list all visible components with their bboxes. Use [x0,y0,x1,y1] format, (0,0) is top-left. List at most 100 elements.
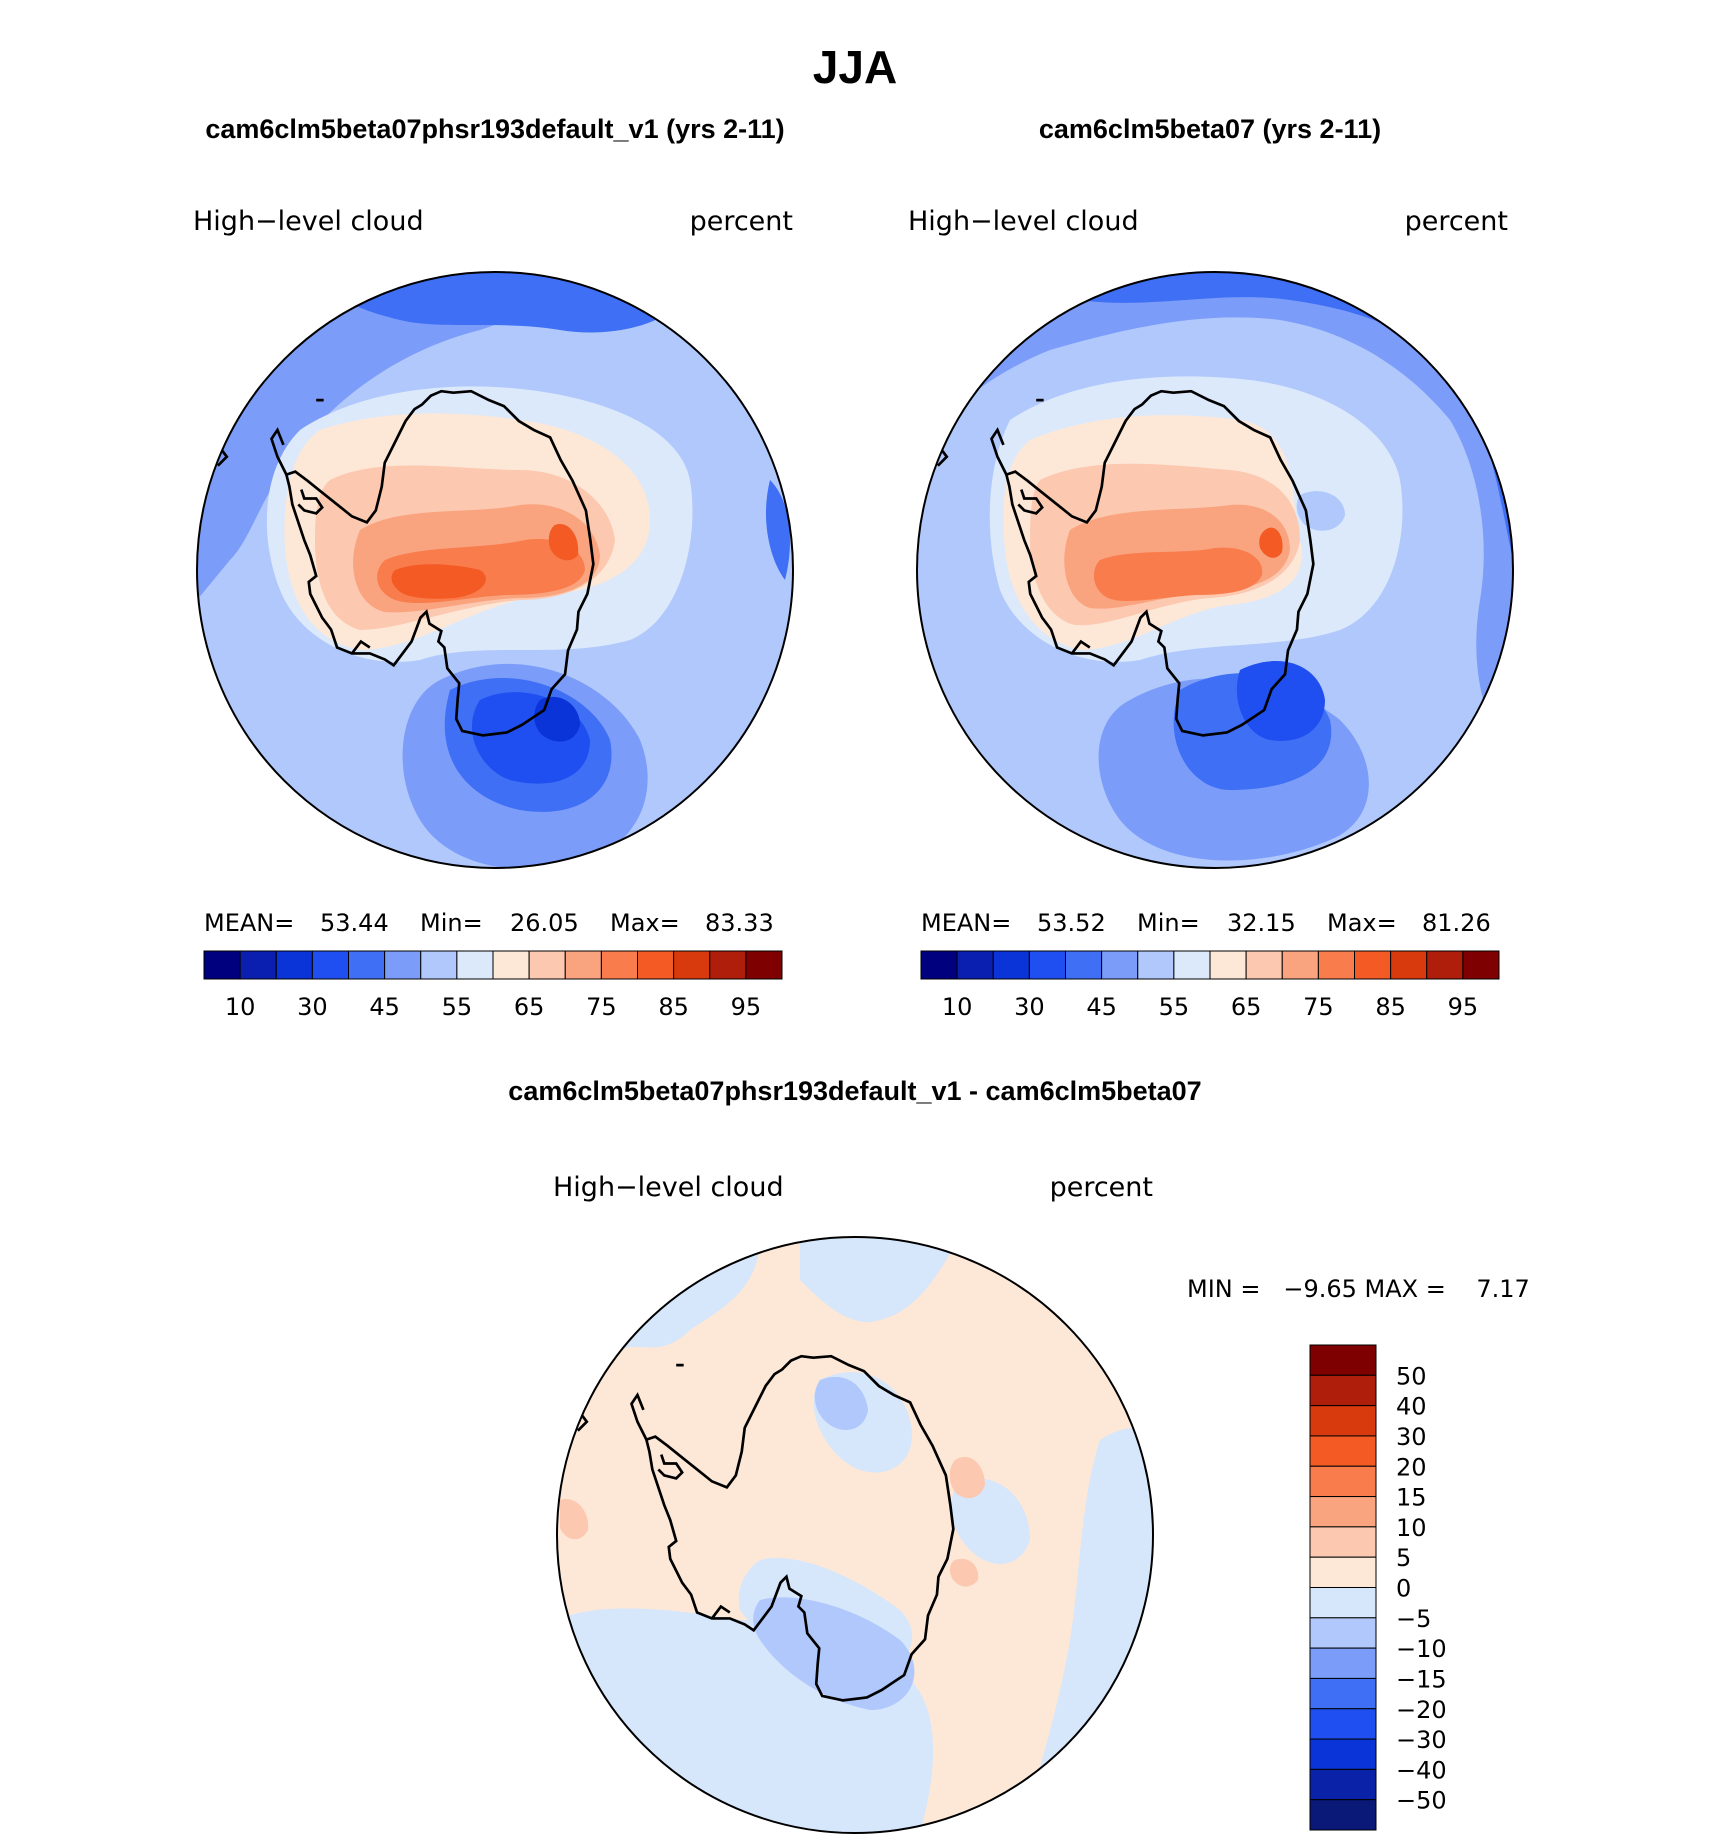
panel-difference-map [556,1236,1154,1834]
colorbar-level-label: 15 [1396,1484,1427,1512]
colorbar-tick-label: 85 [1375,993,1406,1021]
colorbar-swatch [1309,1526,1377,1558]
colorbar-swatch [1281,950,1319,980]
colorbar-swatch [1065,950,1103,980]
colorbar-level-label: −40 [1396,1756,1447,1784]
colorbar-swatch [1309,1435,1377,1467]
colorbar-swatch [673,950,711,980]
colorbar-swatch [1309,1587,1377,1619]
panel-model-min-value: 26.05 [510,909,579,937]
map-boundary [196,271,794,869]
colorbar-swatch [1309,1344,1377,1376]
panel-model-variable: High−level cloud [193,206,424,237]
colorbar-swatch [956,950,994,980]
panel-control-min-value: 32.15 [1227,909,1296,937]
colorbar-swatch [275,950,313,980]
colorbar-level-label: −30 [1396,1726,1447,1754]
colorbar-tick-label: 95 [731,993,762,1021]
colorbar-swatch [1245,950,1283,980]
panel-control-mean-label: MEAN= [921,909,1011,937]
colorbar-swatch [1309,1556,1377,1588]
colorbar-swatch [1309,1677,1377,1710]
colorbar-level-label: 40 [1396,1393,1427,1421]
colorbar-level-label: 0 [1396,1575,1411,1603]
colorbar-swatch [239,950,277,980]
panel-model-map [196,271,794,869]
colorbar-level-label: −10 [1396,1635,1447,1663]
colorbar-level-label: 20 [1396,1453,1427,1481]
panel-control-variable: High−level cloud [908,206,1139,237]
map-region-diff-neg-small [951,1478,1030,1564]
panel-difference-variable: High−level cloud [553,1172,784,1203]
colorbar-tick-label: 95 [1448,993,1479,1021]
map-region-cloud-lowest [1236,661,1325,741]
colorbar-tick-label: 30 [1014,993,1045,1021]
colorbar-swatch [1309,1465,1377,1498]
map-region-cloud-low [197,272,793,600]
panel-model-title: cam6clm5beta07phsr193default_v1 (yrs 2-1… [205,114,784,144]
map-region-cloud-lower [765,480,790,580]
colorbar-swatch [203,950,241,980]
colorbar-tick-label: 85 [658,993,689,1021]
colorbar-swatch [1309,1496,1377,1528]
colorbar-tick-label: 45 [1086,993,1117,1021]
colorbar-tick-label: 75 [586,993,617,1021]
map-region-diff-neg-medium [814,1376,868,1430]
map-boundary [556,1236,1154,1834]
colorbar-swatch [1309,1647,1377,1679]
panel-control-units: percent [1405,206,1508,237]
colorbar-swatch [420,950,458,980]
panel-control-title: cam6clm5beta07 (yrs 2-11) [1039,114,1381,144]
map-region-cloud-max [1259,527,1283,558]
colorbar-level-label: 10 [1396,1514,1427,1542]
colorbar-swatch [1028,950,1066,980]
map-region-cloud-max [548,524,579,561]
colorbar-swatch [492,950,530,980]
panel-model-mean-label: MEAN= [204,909,294,937]
colorbar-swatch [1209,950,1247,980]
colorbar-swatch [1309,1799,1377,1831]
colorbar-swatch [1101,950,1139,980]
colorbar-swatch [348,950,386,980]
colorbar-swatch [1309,1708,1377,1740]
colorbar-tick-label: 65 [1231,993,1262,1021]
panel-model-max-label: Max= [610,909,680,937]
panel-model-colorbar: 10 30 45 55 65 75 85 95 [203,950,783,1021]
colorbar-swatch [1309,1374,1377,1407]
map-region-diff-pos-medium [560,1499,589,1540]
colorbar-level-label: −50 [1396,1787,1447,1815]
map-region-cloud-higher3 [1093,547,1263,602]
colorbar-swatch [1309,1768,1377,1801]
colorbar-swatch [709,950,747,980]
panel-control-max-value: 81.26 [1422,909,1491,937]
colorbar-swatch [637,950,675,980]
panel-control-max-label: Max= [1327,909,1397,937]
colorbar-tick-label: 65 [514,993,545,1021]
colorbar-swatch [1309,1617,1377,1649]
colorbar-swatch [1309,1738,1377,1770]
panel-difference: cam6clm5beta07phsr193default_v1 - cam6cl… [508,1076,1530,1834]
map-region-cloud-max [391,564,486,599]
colorbar-swatch [600,950,638,980]
colorbar-level-label: 50 [1396,1362,1427,1390]
colorbar-level-label: 5 [1396,1544,1411,1572]
colorbar-level-label: −5 [1396,1605,1431,1633]
colorbar-swatch [1317,950,1355,980]
colorbar-level-label: −15 [1396,1665,1447,1693]
map-region-diff-pos-medium [949,1558,979,1587]
panel-model-units: percent [690,206,793,237]
colorbar-level-label: −20 [1396,1696,1447,1724]
colorbar-tick-label: 30 [297,993,328,1021]
panel-model: cam6clm5beta07phsr193default_v1 (yrs 2-1… [193,114,794,1021]
panel-difference-units: percent [1050,1172,1153,1203]
colorbar-swatch [1390,950,1428,980]
colorbar-swatch [1309,1405,1377,1437]
colorbar-swatch [1354,950,1392,980]
colorbar-swatch [920,950,958,980]
panel-model-max-value: 83.33 [705,909,774,937]
panel-control-colorbar: 10 30 45 55 65 75 85 95 [920,950,1500,1021]
colorbar-tick-label: 45 [369,993,400,1021]
panel-difference-range: MIN = −9.65 MAX = 7.17 [1187,1275,1530,1303]
map-region-diff-neg-medium [753,1597,915,1710]
